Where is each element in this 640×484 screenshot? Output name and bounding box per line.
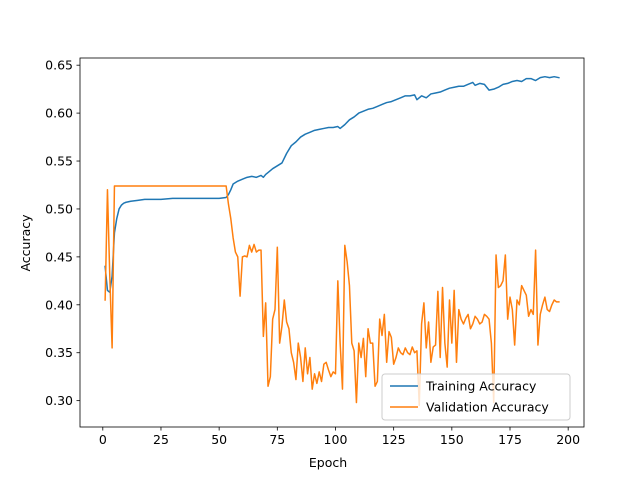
legend-label: Validation Accuracy [426,400,549,415]
x-axis-label: Epoch [309,455,347,470]
x-tick-label: 175 [498,432,522,447]
y-tick-label: 0.50 [45,201,73,216]
x-tick-label: 200 [556,432,580,447]
series-layer [104,75,560,407]
legend-label: Training Accuracy [425,379,537,394]
x-tick-label: 50 [211,432,227,447]
y-tick-label: 0.30 [45,393,73,408]
y-tick-label: 0.55 [45,154,73,169]
y-tick-label: 0.35 [45,345,73,360]
x-tick-label: 25 [153,432,169,447]
x-tick-label: 150 [440,432,464,447]
axes-layer: 0 25 50 75 100 125 150 175 200 0.30 0.35 0.40 0.45 0.… [45,57,585,447]
y-tick-label: 0.45 [45,249,73,264]
x-tick-label: 75 [269,432,285,447]
series-line-validation-accuracy [104,185,560,407]
x-tick-label: 125 [382,432,406,447]
x-tick-label: 0 [99,432,107,447]
plot-frame [79,57,585,428]
legend-box [381,373,571,421]
y-axis-label: Accuracy [18,214,33,272]
legend: Training Accuracy Validation Accuracy [381,373,571,421]
y-tick-label: 0.65 [45,58,73,73]
x-tick-label: 100 [324,432,348,447]
series-line-training-accuracy [104,75,560,294]
y-tick-label: 0.60 [45,106,73,121]
y-tick-label: 0.40 [45,297,73,312]
